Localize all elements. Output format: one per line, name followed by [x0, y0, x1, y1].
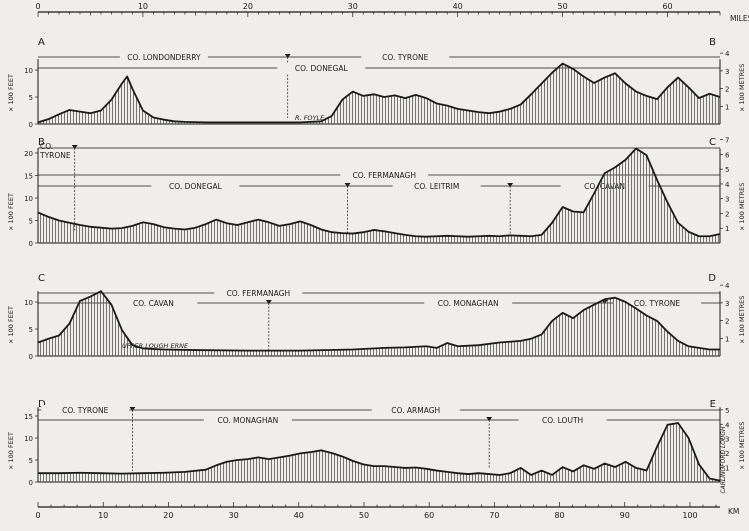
km-tick-label: 30 — [228, 511, 238, 520]
feet-tick-label: 10 — [24, 299, 33, 307]
county-label: CO. FERMANAGH — [227, 289, 291, 298]
county-label: CO. LONDONDERRY — [127, 53, 201, 62]
metres-tick-label: 2 — [725, 318, 729, 326]
feet-axis-caption: × 100 FEET — [7, 193, 15, 231]
miles-tick-label: 60 — [662, 2, 672, 11]
county-label: CO. LEITRIM — [414, 182, 459, 191]
metres-tick-label: 4 — [725, 181, 730, 189]
km-tick-label: 100 — [682, 511, 697, 520]
km-tick-label: 60 — [424, 511, 434, 520]
county-label: CO. TYRONE — [634, 299, 680, 308]
panel-end-letter: C — [709, 137, 716, 148]
metres-tick-label: 1 — [725, 335, 729, 343]
metres-tick-label: 5 — [725, 407, 729, 415]
feet-tick-label: 10 — [24, 67, 33, 75]
feet-tick-label: 20 — [24, 150, 33, 158]
county-label: CO. DONEGAL — [169, 182, 223, 191]
miles-tick-label: 10 — [138, 2, 148, 11]
metres-axis-caption: × 100 METRES — [738, 64, 746, 112]
metres-tick-label: 1 — [725, 103, 729, 111]
feet-tick-label: 0 — [29, 353, 33, 361]
metres-tick-label: 4 — [725, 50, 730, 58]
km-tick-label: 10 — [98, 511, 108, 520]
metres-tick-label: 7 — [725, 137, 729, 145]
feet-axis-caption: × 100 FEET — [7, 306, 15, 344]
miles-unit-label: MILES — [730, 14, 749, 23]
feet-tick-label: 0 — [29, 479, 33, 487]
metres-tick-label: 2 — [725, 210, 729, 218]
county-label: CO. TYRONE — [382, 53, 428, 62]
feet-tick-label: 0 — [29, 240, 33, 248]
metres-axis-caption: × 100 METRES — [738, 296, 746, 344]
panel-end-letter: E — [710, 399, 716, 410]
county-label: CO. CAVAN — [133, 299, 174, 308]
km-tick-label: 50 — [359, 511, 369, 520]
county-label: CO. MONAGHAN — [438, 299, 499, 308]
km-tick-label: 40 — [294, 511, 304, 520]
miles-tick-label: 0 — [35, 2, 40, 11]
feet-tick-label: 0 — [29, 121, 33, 129]
metres-tick-label: 4 — [725, 282, 730, 290]
panel-start-letter: A — [38, 37, 45, 48]
miles-tick-label: 50 — [558, 2, 568, 11]
county-label: CO. MONAGHAN — [217, 416, 278, 425]
metres-tick-label: 1 — [725, 225, 729, 233]
feature-annotation: UPPER LOUGH ERNE — [122, 342, 189, 350]
county-label: CO. ARMAGH — [391, 406, 440, 415]
metres-tick-label: 2 — [725, 86, 729, 94]
miles-tick-label: 40 — [453, 2, 463, 11]
feature-annotation: CARLINGFORD LOUGH — [720, 426, 727, 494]
km-tick-label: 90 — [620, 511, 630, 520]
miles-tick-label: 20 — [243, 2, 253, 11]
feature-annotation: R. FOYLE — [295, 114, 325, 122]
metres-axis-caption: × 100 METRES — [738, 422, 746, 470]
feet-tick-label: 5 — [29, 457, 33, 465]
county-label: CO. LOUTH — [542, 416, 583, 425]
metres-tick-label: 3 — [725, 68, 729, 76]
county-label: CO. TYRONE — [62, 406, 108, 415]
feet-tick-label: 5 — [29, 326, 33, 334]
county-label: TYRONE — [39, 151, 71, 160]
metres-tick-label: 3 — [725, 196, 729, 204]
county-label: CO. FERMANAGH — [352, 171, 416, 180]
panel-end-letter: B — [709, 37, 716, 48]
miles-tick-label: 30 — [348, 2, 358, 11]
metres-tick-label: 3 — [725, 300, 729, 308]
feet-tick-label: 15 — [24, 413, 33, 421]
feet-axis-caption: × 100 FEET — [7, 432, 15, 470]
panel-start-letter: C — [38, 273, 45, 284]
km-tick-label: 0 — [35, 511, 40, 520]
feet-tick-label: 10 — [24, 195, 33, 203]
feet-tick-label: 15 — [24, 173, 33, 181]
metres-axis-caption: × 100 METRES — [738, 183, 746, 231]
feet-tick-label: 5 — [29, 94, 33, 102]
panel-end-letter: D — [708, 273, 716, 284]
km-tick-label: 70 — [489, 511, 499, 520]
km-unit-label: KM — [728, 507, 739, 516]
feet-tick-label: 5 — [29, 218, 33, 226]
metres-tick-label: 5 — [725, 166, 729, 174]
km-tick-label: 20 — [163, 511, 173, 520]
metres-tick-label: 6 — [725, 151, 730, 159]
county-label: CO. — [40, 142, 53, 151]
county-label: CO. DONEGAL — [295, 64, 349, 73]
feet-tick-label: 10 — [24, 435, 33, 443]
feet-axis-caption: × 100 FEET — [7, 74, 15, 112]
km-tick-label: 80 — [554, 511, 564, 520]
